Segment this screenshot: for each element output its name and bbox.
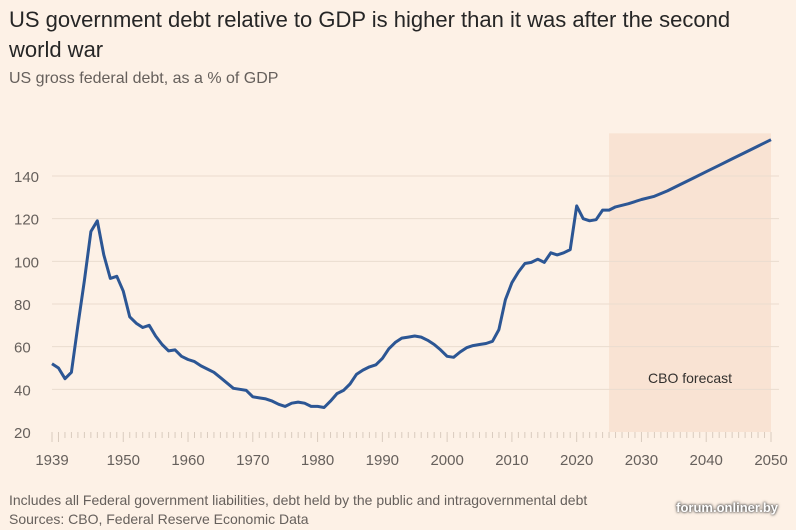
x-tick-label: 2040 (690, 452, 723, 469)
x-tick-label: 2030 (625, 452, 658, 469)
x-tick-label: 1980 (301, 452, 334, 469)
y-tick-label: 120 (14, 212, 39, 229)
y-tick-label: 40 (14, 382, 31, 399)
x-tick-label: 2050 (754, 452, 787, 469)
x-tick-label: 1960 (171, 452, 204, 469)
chart-subtitle: US gross federal debt, as a % of GDP (9, 70, 279, 87)
watermark: forum.onliner.by (676, 500, 778, 515)
x-tick-label: 2020 (560, 452, 593, 469)
x-tick-label: 2010 (495, 452, 528, 469)
y-tick-label: 80 (14, 297, 31, 314)
footnote: Includes all Federal government liabilit… (9, 492, 588, 508)
y-tick-label: 60 (14, 340, 31, 357)
series-line (51, 138, 772, 409)
forecast-band (609, 133, 771, 433)
x-tick-label: 2000 (430, 452, 463, 469)
chart-title: US government debt relative to GDP is hi… (9, 7, 731, 62)
forecast-label: CBO forecast (648, 370, 732, 386)
y-tick-label: 140 (14, 169, 39, 186)
y-tick-label: 20 (14, 425, 31, 442)
x-tick-label: 1990 (366, 452, 399, 469)
x-tick-label: 1950 (107, 452, 140, 469)
y-tick-label: 100 (14, 254, 39, 271)
sources: Sources: CBO, Federal Reserve Economic D… (9, 511, 309, 527)
x-tick-label: 1970 (236, 452, 269, 469)
x-tick-label: 1939 (35, 452, 68, 469)
